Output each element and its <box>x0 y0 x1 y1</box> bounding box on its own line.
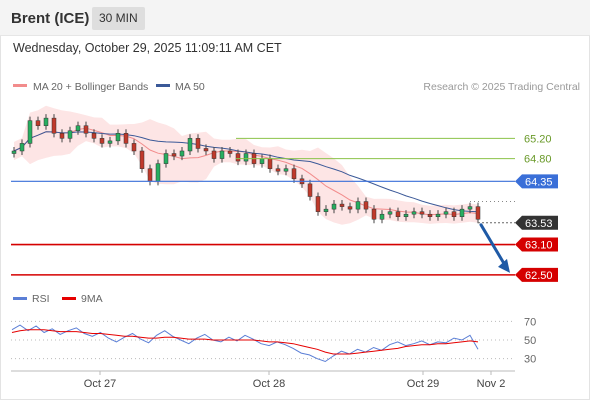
rsi-tick-label: 50 <box>524 335 536 347</box>
candle-body <box>371 208 377 220</box>
candle-body <box>443 211 449 215</box>
candle-body <box>219 150 225 159</box>
candle-body <box>203 148 209 152</box>
candle-body <box>139 150 145 169</box>
candle-body <box>267 158 273 169</box>
legend-label-ma50: MA 50 <box>175 81 205 93</box>
x-tick-label: Oct 28 <box>253 378 285 390</box>
candle-body <box>75 125 81 132</box>
resistance-label: 64.80 <box>524 154 552 166</box>
candle-body <box>283 168 289 172</box>
candle-body <box>419 211 425 215</box>
candle-body <box>315 196 321 212</box>
datetime-label: Wednesday, October 29, 2025 11:09:11 AM … <box>13 41 282 55</box>
header-bar: Brent (ICE) 30 MIN <box>0 0 590 36</box>
current-price-label: 63.53 <box>525 218 553 230</box>
rsi-ma-line <box>11 329 479 355</box>
candle-body <box>187 138 193 152</box>
candle-body <box>355 201 361 210</box>
support-price-tag <box>515 237 558 252</box>
rsi-tick-label: 70 <box>524 316 536 328</box>
resistance-label: 65.20 <box>524 133 552 145</box>
instrument-title: Brent (ICE) <box>11 10 90 27</box>
support-price-tag <box>515 267 558 282</box>
candle-body <box>323 208 329 212</box>
candle-body <box>411 211 417 215</box>
candle-body <box>179 150 185 157</box>
x-tick-label: Nov 2 <box>477 378 506 390</box>
candle-body <box>467 206 473 210</box>
candle-body <box>115 133 121 142</box>
bollinger-band <box>14 105 478 225</box>
candle-body <box>475 206 481 220</box>
candle-body <box>83 125 89 134</box>
candle-body <box>227 150 233 154</box>
candle-body <box>403 213 409 217</box>
candle-body <box>131 143 137 152</box>
legend-label-9ma: 9MA <box>81 293 103 305</box>
candle-body <box>379 213 385 220</box>
pivot-price-label: 64.35 <box>525 176 553 188</box>
candle-body <box>147 168 153 182</box>
candle-body <box>27 120 33 144</box>
candle-body <box>107 140 113 144</box>
candle-body <box>275 168 281 172</box>
candle-body <box>43 117 49 126</box>
legend-label-rsi: RSI <box>32 293 50 305</box>
candle-body <box>395 211 401 217</box>
candle-body <box>435 213 441 217</box>
rsi-tick-label: 30 <box>524 354 536 366</box>
candle-body <box>51 117 57 134</box>
candle-body <box>11 150 17 154</box>
candle-body <box>99 138 105 144</box>
legend-swatch-ma20 <box>13 84 27 87</box>
candle-body <box>331 203 337 210</box>
current-price-tag <box>515 215 558 230</box>
candle-body <box>459 208 465 217</box>
candle-body <box>19 143 25 152</box>
legend-swatch-9ma <box>62 297 76 300</box>
candle-body <box>91 133 97 139</box>
timeframe-badge[interactable]: 30 MIN <box>92 7 145 30</box>
x-tick-label: Oct 29 <box>407 378 439 390</box>
candle-body <box>211 150 217 159</box>
candle-body <box>363 201 369 210</box>
candle-body <box>67 130 73 139</box>
candle-body <box>307 183 313 197</box>
candle-body <box>291 168 297 180</box>
candle-body <box>235 153 241 162</box>
support-price-label: 63.10 <box>525 240 553 252</box>
support-price-label: 62.50 <box>525 270 553 282</box>
candle-body <box>387 211 393 215</box>
x-tick-label: Oct 27 <box>84 378 116 390</box>
legend-label-ma20: MA 20 + Bollinger Bands <box>33 81 148 93</box>
candle-body <box>155 163 161 182</box>
credit-label: Research © 2025 Trading Central <box>423 81 580 93</box>
forecast-arrow-shaft <box>479 223 508 269</box>
candle-body <box>427 213 433 217</box>
candle-body <box>171 153 177 157</box>
candle-body <box>339 203 345 207</box>
candle-body <box>243 153 249 162</box>
candle-body <box>347 206 353 210</box>
rsi-line <box>11 324 479 363</box>
legend-swatch-rsi <box>13 297 27 300</box>
candle-body <box>451 211 457 217</box>
candle-body <box>163 153 169 164</box>
candle-body <box>123 133 129 144</box>
forecast-arrow-head <box>498 258 510 273</box>
candle-body <box>259 158 265 164</box>
candle-body <box>195 138 201 149</box>
pivot-price-tag <box>515 174 558 189</box>
candle-body <box>35 120 41 126</box>
candle-body <box>59 133 65 139</box>
legend-swatch-ma50 <box>156 84 170 87</box>
